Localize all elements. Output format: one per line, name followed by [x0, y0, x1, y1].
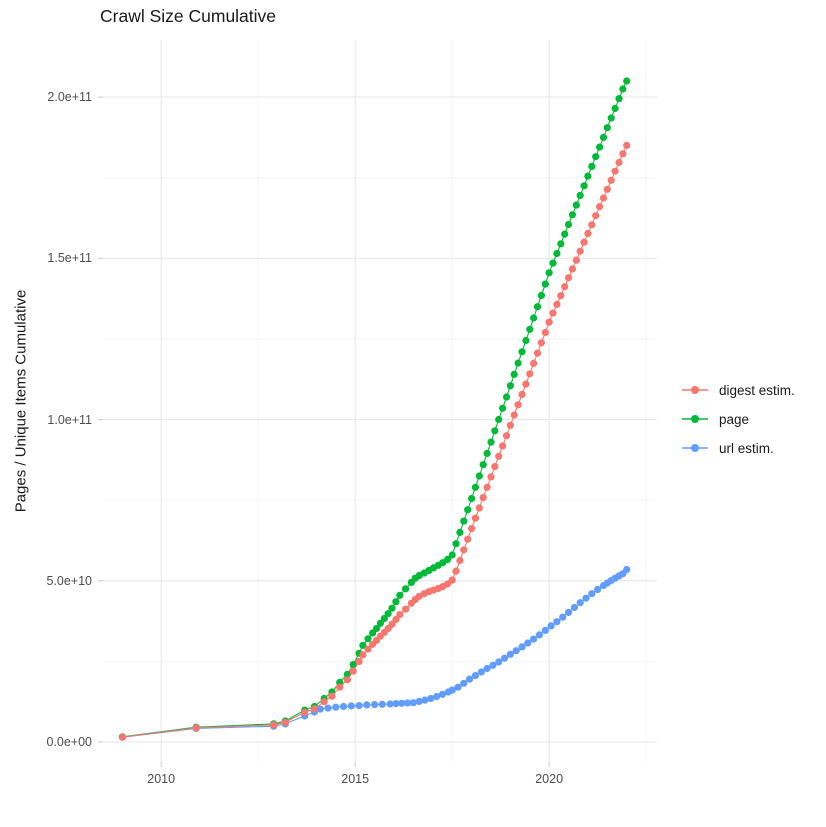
legend-label-url: url estim. [719, 440, 774, 456]
legend-label-page: page [719, 411, 750, 427]
legend: digest estim. page url estim. [681, 380, 795, 458]
y-axis-title: Pages / Unique Items Cumulative [12, 289, 30, 513]
y-tick-label: 5.0e+10 [46, 573, 92, 588]
grid-major [103, 40, 657, 762]
series-digest-estim- [118, 141, 631, 741]
legend-item-page: page [681, 409, 795, 429]
legend-label-digest: digest estim. [719, 382, 795, 398]
axis-ticks [98, 96, 550, 767]
legend-key-page-icon [682, 415, 708, 423]
grid-minor [103, 40, 657, 762]
x-tick-label: 2010 [147, 772, 176, 786]
series-url-estim- [118, 565, 631, 741]
legend-key-url-icon [682, 444, 708, 452]
y-tick-label: 0.0e+00 [46, 735, 92, 749]
y-tick-label: 2.0e+11 [47, 90, 92, 105]
y-tick-label: 1.0e+11 [47, 412, 92, 427]
y-tick-label: 1.5e+11 [47, 251, 92, 266]
chart-title: Crawl Size Cumulative [100, 6, 277, 26]
legend-key-digest-icon [682, 386, 708, 394]
legend-item-digest: digest estim. [681, 380, 795, 400]
legend-item-url: url estim. [681, 438, 795, 458]
x-tick-label: 2015 [341, 772, 370, 786]
x-tick-label: 2020 [535, 772, 564, 786]
